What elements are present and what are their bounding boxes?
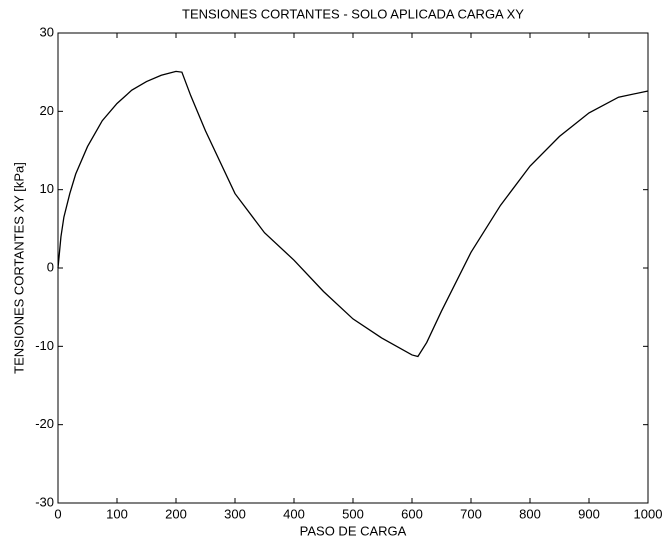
x-tick-label: 900 [578,506,600,521]
x-tick-label: 800 [519,506,541,521]
x-axis-label: PASO DE CARGA [300,523,407,538]
x-tick-label: 0 [54,506,61,521]
line [57,70,649,358]
x-tick-label: 700 [460,506,482,521]
y-tick-label: 10 [40,181,54,196]
y-tick-label: -20 [35,416,54,431]
y-tick-label: -30 [35,494,54,509]
y-tick-label: 0 [47,259,54,274]
x-tick-label: 600 [401,506,423,521]
x-tick-label: 100 [106,506,128,521]
x-tick-label: 200 [165,506,187,521]
y-tick-label: 20 [40,103,54,118]
x-tick-label: 500 [342,506,364,521]
x-tick-label: 300 [224,506,246,521]
x-tick-label: 1000 [634,506,663,521]
x-tick-label: 400 [283,506,305,521]
plot-frame [57,32,649,504]
y-tick-label: 30 [40,24,54,39]
y-axis-label: TENSIONES CORTANTES XY [kPa] [11,162,26,374]
chart-title: TENSIONES CORTANTES - SOLO APLICADA CARG… [182,6,524,21]
y-tick-label: -10 [35,338,54,353]
